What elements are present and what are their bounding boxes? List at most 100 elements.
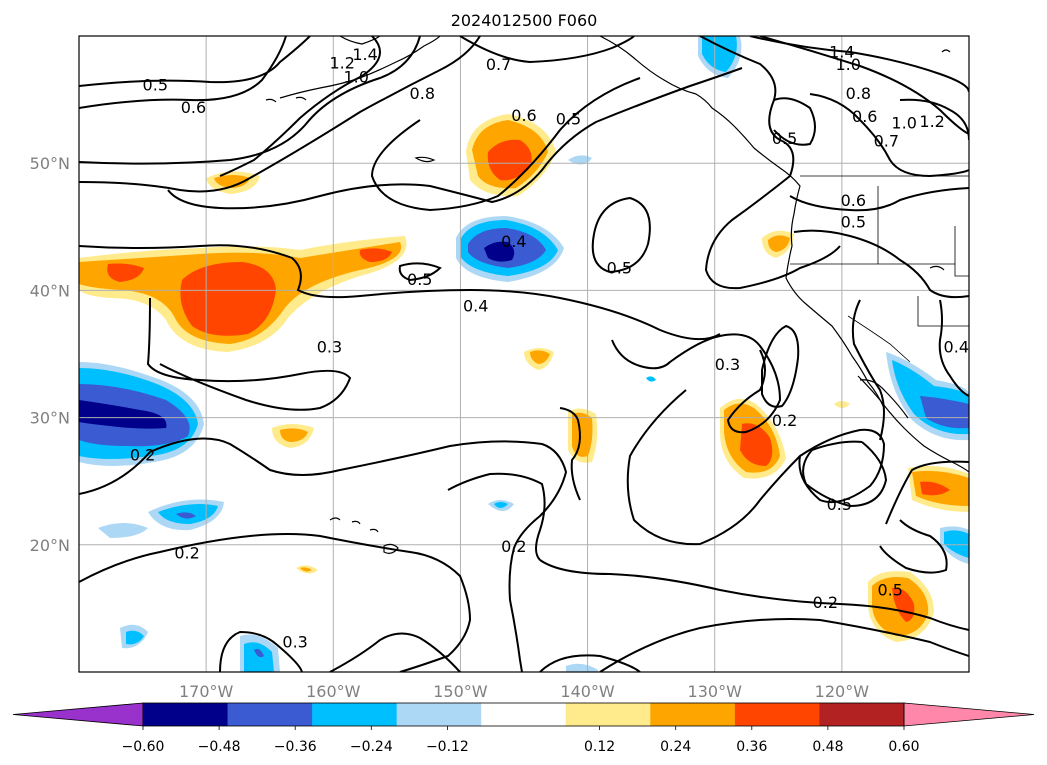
lon-tick-label: 150°W xyxy=(433,682,488,701)
anomaly-fill-small xyxy=(566,663,598,672)
lat-tick-label: 30°N xyxy=(30,409,70,428)
colorbar-segment xyxy=(143,703,229,726)
anomaly-fill-small xyxy=(98,523,148,538)
contour-label: 1.4 xyxy=(829,42,854,61)
colorbar-tick-label: 0.12 xyxy=(584,739,615,755)
map-title: 2024012500 F060 xyxy=(451,11,598,30)
contour-label: 0.5 xyxy=(877,580,902,599)
contour-label: 0.2 xyxy=(813,593,838,612)
colorbar-tick-label: −0.60 xyxy=(122,739,165,755)
contour-label: 0.2 xyxy=(501,537,526,556)
lat-tick-label: 40°N xyxy=(30,281,70,300)
contour-label: 0.7 xyxy=(874,131,899,150)
colorbar-segment xyxy=(819,703,905,726)
anomaly-fill-small xyxy=(530,350,550,364)
anomaly-fill-west-negative xyxy=(79,362,204,466)
contour-label: 1.2 xyxy=(919,112,944,131)
colorbar-tick-label: −0.48 xyxy=(198,739,241,755)
contour-label: 0.8 xyxy=(410,84,435,103)
contour-lines xyxy=(79,36,969,672)
contour-label: 0.5 xyxy=(827,495,852,514)
contour-labels: 0.50.61.41.21.00.80.70.6 0.50.40.50.50.40… xyxy=(130,42,969,651)
colorbar-segment xyxy=(565,703,651,726)
colorbar-outline xyxy=(142,702,905,727)
anomaly-fill-small xyxy=(702,36,737,72)
contour-label: 0.5 xyxy=(407,270,432,289)
colorbar-segment xyxy=(481,703,567,726)
anomaly-fill-small xyxy=(494,502,508,508)
contour-label: 1.4 xyxy=(352,45,377,64)
contour-label: 0.6 xyxy=(181,98,206,117)
coastlines xyxy=(265,36,969,554)
anomaly-fill-mexico-negative xyxy=(886,352,969,441)
colorbar-tick-label: −0.12 xyxy=(426,739,469,755)
contour-label: 0.6 xyxy=(841,191,866,210)
anomaly-fill-small xyxy=(176,512,196,519)
political-borders xyxy=(790,175,969,363)
longitude-labels: 170°W 160°W 150°W 140°W 130°W 120°W xyxy=(179,682,869,701)
anomaly-fill-small xyxy=(300,567,312,572)
contour-label: 0.7 xyxy=(486,55,511,74)
contour-label: 1.2 xyxy=(329,54,354,73)
contour-label: 0.8 xyxy=(846,84,871,103)
colorbar-tick-label: 0.24 xyxy=(660,739,691,755)
anomaly-fill-small xyxy=(572,412,593,457)
contour-label: 0.6 xyxy=(852,107,877,126)
colorbar-tick-label: 0.36 xyxy=(736,739,767,755)
contour-label: 0.5 xyxy=(772,129,797,148)
lon-tick-label: 160°W xyxy=(306,682,361,701)
contour-label: 0.2 xyxy=(130,445,155,464)
colorbar-tick-label: −0.36 xyxy=(274,739,317,755)
colorbar-segment xyxy=(650,703,736,726)
anomaly-fill-central-negative xyxy=(456,216,564,282)
colorbar-segment xyxy=(396,703,482,726)
anomaly-fill-mexico-positive xyxy=(908,466,969,512)
contour-label: 0.4 xyxy=(944,337,969,356)
contour-label: 1.0 xyxy=(891,113,916,132)
anomaly-fill-south-east-positive xyxy=(868,571,934,642)
colorbar-segment xyxy=(734,703,820,726)
anomaly-fill-small xyxy=(254,648,264,658)
anomaly-fill-small xyxy=(244,642,274,672)
map-frame xyxy=(78,35,970,673)
colorbar-tick-label: −0.24 xyxy=(350,739,393,755)
colorbar-tick-label: 0.48 xyxy=(812,739,843,755)
contour-label: 0.5 xyxy=(607,259,632,278)
lon-tick-label: 170°W xyxy=(179,682,234,701)
contour-label: 0.3 xyxy=(715,355,740,374)
contour-label: 1.0 xyxy=(343,68,368,87)
contour-label: 1.0 xyxy=(835,55,860,74)
latitude-labels: 20°N 30°N 40°N 50°N xyxy=(30,154,70,555)
contour-label: 0.3 xyxy=(317,337,342,356)
contour-label: 0.5 xyxy=(841,213,866,232)
contour-label: 0.6 xyxy=(511,106,536,125)
colorbar-segment xyxy=(227,703,313,726)
anomaly-fill-small xyxy=(768,235,790,252)
contour-label: 0.4 xyxy=(501,232,526,251)
map-area: 0.50.61.41.21.00.80.70.6 0.50.40.50.50.40… xyxy=(79,36,969,672)
contour-label: 0.3 xyxy=(282,632,307,651)
lon-tick-label: 120°W xyxy=(815,682,870,701)
lat-tick-label: 50°N xyxy=(30,154,70,173)
lon-tick-label: 140°W xyxy=(560,682,615,701)
anomaly-fill-small xyxy=(214,175,250,188)
contour-label: 0.5 xyxy=(556,110,581,129)
colorbar-segment xyxy=(312,703,398,726)
anomaly-fill-small xyxy=(280,428,308,442)
colorbar: −0.60 −0.48 −0.36 −0.24 −0.12 0.12 0.24 0.36 0.4… xyxy=(12,702,1035,755)
contour-label: 0.4 xyxy=(463,297,488,316)
colorbar-extend-low xyxy=(12,702,144,727)
anomaly-fill-small xyxy=(944,530,969,558)
anomaly-fill-central-north-pacific xyxy=(79,236,407,352)
anomaly-fill-gulf-positive xyxy=(466,114,556,197)
anomaly-fill-small xyxy=(646,376,656,382)
map-gridlines xyxy=(79,36,969,672)
colorbar-tick-label: 0.60 xyxy=(888,739,919,755)
lon-tick-label: 130°W xyxy=(688,682,743,701)
anomaly-fill-small xyxy=(568,155,592,165)
contour-label: 0.5 xyxy=(143,75,168,94)
anomaly-fill-small xyxy=(126,630,144,645)
anomaly-fills xyxy=(79,36,969,672)
colorbar-extend-high xyxy=(903,702,1035,727)
